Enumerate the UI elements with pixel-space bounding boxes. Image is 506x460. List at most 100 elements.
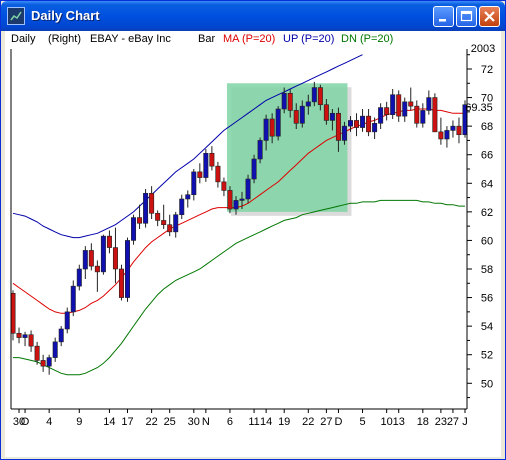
x-tick-label: 10 (381, 416, 393, 428)
candle-body (64, 311, 70, 330)
candle-body (40, 360, 46, 367)
candle-body (444, 130, 450, 140)
x-tick-label: 27 (447, 416, 459, 428)
candle-body (16, 332, 22, 338)
candle-body (450, 125, 456, 131)
x-tick-label: 4 (46, 416, 52, 428)
chart-area: 72 70 68 66 64 62 60 58 56 54 52 50 2003 69.35 30 O 4 9 14… (5, 31, 501, 457)
candle-body (227, 190, 233, 210)
candle-body (281, 92, 287, 110)
candle-body (161, 220, 167, 226)
minimize-button[interactable] (433, 6, 454, 27)
candle-body (245, 178, 251, 200)
candle-body (311, 87, 317, 103)
y-tick-label: 72 (481, 64, 493, 76)
series-line-2 (13, 199, 465, 376)
candle-body (456, 125, 462, 136)
candle-body (396, 94, 402, 117)
y-tick-label: 56 (481, 293, 493, 305)
candle-body (366, 115, 372, 133)
candle-body (173, 214, 179, 233)
title-bar[interactable]: Daily Chart (1, 1, 505, 31)
x-tick-label: 14 (103, 416, 115, 428)
y-tick-label: 68 (481, 121, 493, 133)
candle-body (179, 198, 185, 216)
candle-body (420, 110, 426, 124)
candle-body (341, 125, 347, 141)
candle-body (414, 105, 420, 124)
candle-body (149, 192, 155, 214)
candle-body (221, 181, 227, 191)
x-tick-label: N (202, 416, 210, 428)
candle-body (305, 101, 311, 107)
candle-body (263, 118, 269, 141)
candle-body (390, 94, 396, 116)
x-tick-label: 30 (13, 416, 25, 428)
x-tick-label: O (21, 416, 30, 428)
candle-body (384, 107, 390, 116)
candle-body (299, 105, 305, 124)
maximize-button[interactable] (456, 6, 477, 27)
x-tick-label: 19 (278, 416, 290, 428)
chart-app-icon (7, 7, 25, 25)
candle-body (46, 357, 52, 367)
close-button[interactable] (479, 6, 500, 27)
x-tick-label: 11 (248, 416, 259, 428)
candle-body (76, 268, 82, 287)
candle-body (52, 341, 58, 358)
candle-body (106, 235, 112, 248)
symbol-label: EBAY - eBay Inc (90, 33, 171, 45)
candle-body (378, 107, 384, 124)
candle-body (155, 212, 161, 221)
legend-ma: MA (P=20) (223, 33, 276, 45)
candle-body (28, 334, 34, 347)
year-label: 2003 (471, 43, 495, 55)
candle-body (408, 101, 414, 107)
candle-body (203, 152, 209, 178)
candle-body (317, 87, 323, 106)
period-label: Daily (11, 33, 36, 45)
minimize-icon (439, 19, 446, 22)
candle-body (354, 120, 360, 128)
window-title: Daily Chart (31, 8, 100, 23)
candle-body (22, 334, 28, 338)
x-tick-label: 25 (164, 416, 176, 428)
candle-body (112, 247, 118, 270)
candle-body (426, 97, 432, 111)
chart-header: Daily (Right) EBAY - eBay Inc Bar MA (P=… (5, 31, 501, 47)
x-tick-label: 9 (76, 416, 82, 428)
candle-body (360, 115, 366, 128)
candle-body (287, 92, 293, 111)
last-value-label: 69.35 (465, 102, 493, 114)
candle-body (118, 268, 124, 298)
candle-body (143, 192, 149, 224)
style-label: Bar (198, 33, 216, 45)
candle-body (293, 110, 299, 124)
x-tick-label: 14 (260, 416, 272, 428)
candle-body (215, 165, 221, 183)
candle-body (233, 200, 239, 210)
scale-label: (Right) (48, 33, 82, 45)
candle-body (438, 131, 444, 140)
series-line-0 (12, 108, 465, 314)
candle-body (275, 108, 281, 137)
y-tick-label: 70 (481, 93, 493, 105)
x-tick-label: 22 (302, 416, 314, 428)
candle-body (131, 217, 137, 241)
y-tick-label: 52 (481, 350, 493, 362)
x-tick-label: 27 (320, 416, 332, 428)
y-tick-label: 50 (481, 378, 493, 390)
x-tick-label: 13 (393, 416, 405, 428)
candle-body (58, 328, 64, 343)
x-tick-label: D (334, 416, 342, 428)
candle-body (88, 250, 94, 267)
candle-body (191, 171, 197, 196)
candle-body (125, 240, 131, 298)
candle-body (323, 104, 329, 121)
candle-body (185, 194, 191, 200)
x-tick-label: 30 (188, 416, 200, 428)
candle-body (100, 235, 106, 273)
x-tick-label: 23 (435, 416, 447, 428)
